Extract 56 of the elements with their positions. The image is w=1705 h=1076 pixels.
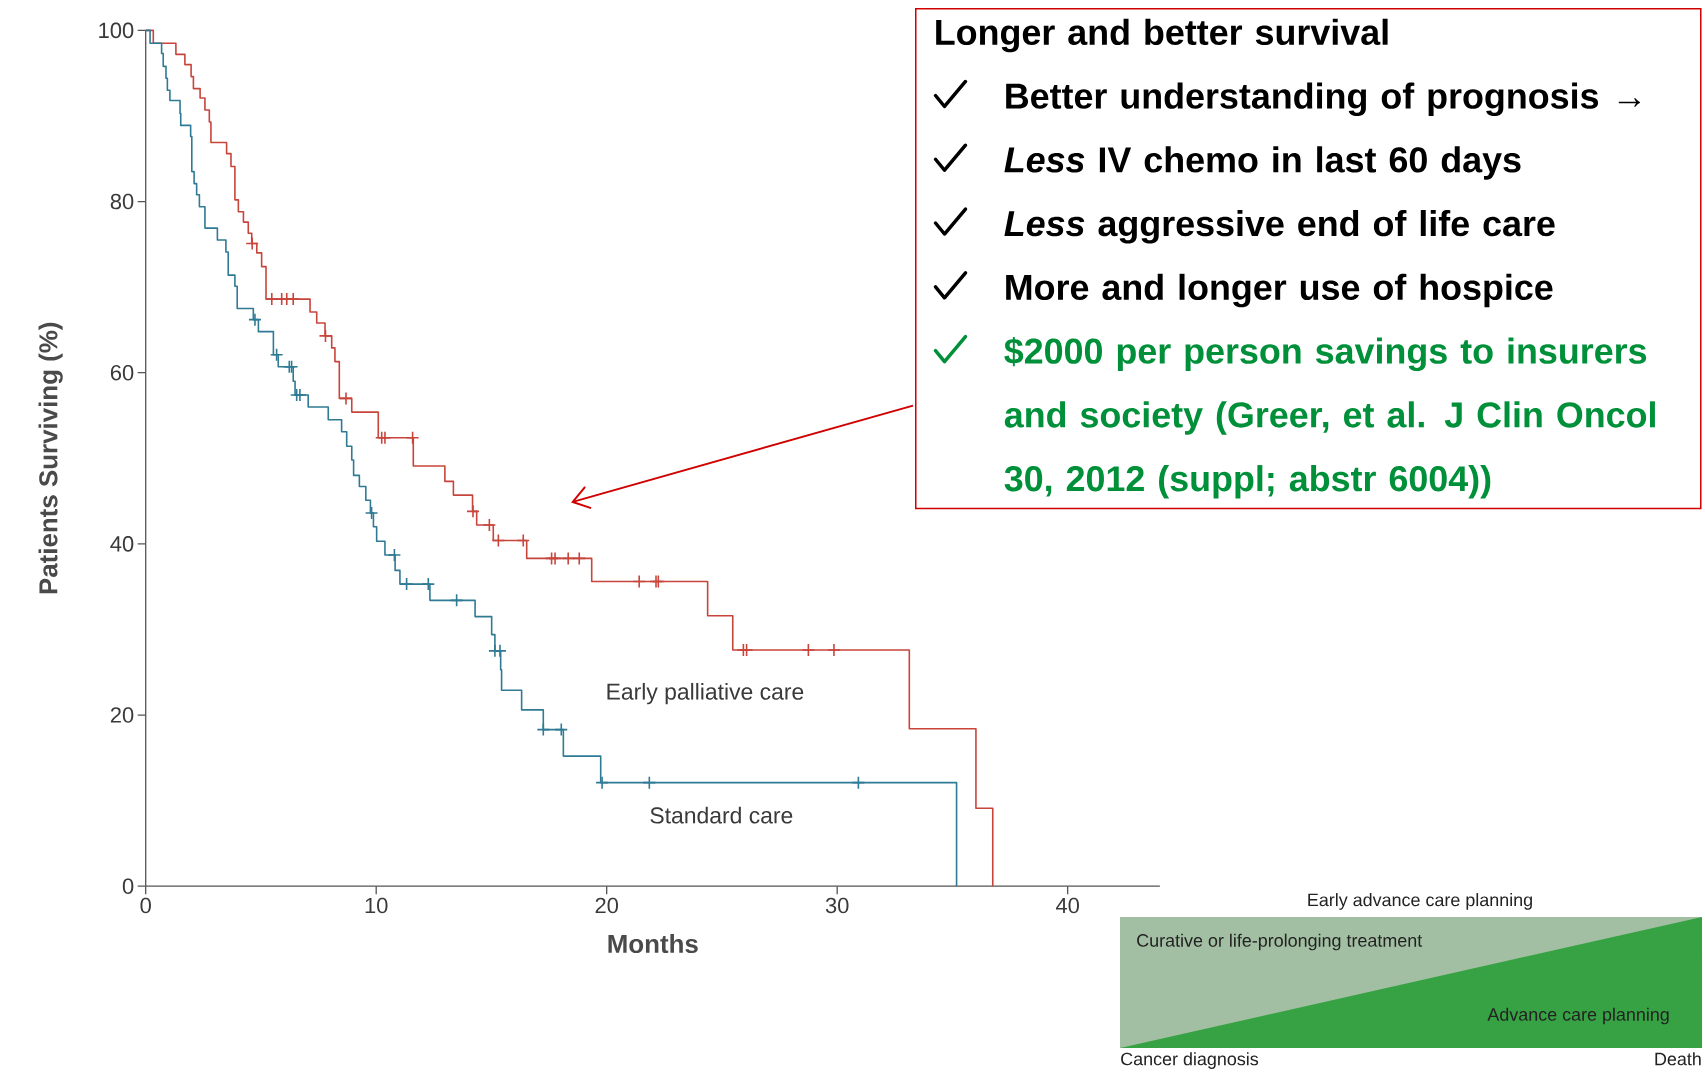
point xyxy=(405,430,420,445)
point xyxy=(482,518,497,532)
point xyxy=(642,775,657,790)
point xyxy=(269,347,284,362)
point xyxy=(632,574,646,589)
point xyxy=(245,236,259,251)
annotation: More and longer use of hospice xyxy=(1006,273,1553,308)
point xyxy=(339,391,353,406)
annotation: Better understanding of prognosis → xyxy=(1006,82,1641,117)
series-label: Early palliative care xyxy=(607,682,804,705)
series-label: Standard care xyxy=(650,806,793,824)
point xyxy=(595,775,609,790)
annotation: Less IV chemo in last 60 days xyxy=(1004,146,1521,180)
y-tick-label: 40 xyxy=(110,536,134,552)
point xyxy=(449,593,464,608)
y-tick-label: 100 xyxy=(99,22,134,39)
point xyxy=(536,722,551,737)
point xyxy=(466,504,480,519)
y-tick-label: 20 xyxy=(110,707,134,723)
y-tick-label: 60 xyxy=(110,364,134,381)
point xyxy=(491,533,506,548)
point xyxy=(572,551,587,566)
point xyxy=(378,430,392,445)
annotation: Longer and better survival xyxy=(936,18,1388,53)
x-tick-label: 0 xyxy=(140,897,151,914)
point xyxy=(399,577,414,591)
point xyxy=(364,506,379,520)
point xyxy=(554,722,569,737)
point xyxy=(264,292,279,306)
y-tick-label: 80 xyxy=(110,193,134,210)
point xyxy=(421,577,436,591)
text: Curative or life-prolonging treatment xyxy=(1137,933,1423,951)
text: Cancer diagnosis xyxy=(1121,1052,1259,1069)
point xyxy=(548,551,562,566)
x-axis-title: Months xyxy=(608,934,698,954)
point xyxy=(286,292,301,306)
point xyxy=(248,312,262,327)
text: Advance care planning xyxy=(1487,1007,1669,1025)
x-tick-label: 10 xyxy=(365,897,388,914)
point xyxy=(827,643,841,657)
annotation: $2000 per person savings to insurers and society (Greer, et al. J Clin Oncol 30, 2012 (suppl; abstr 6004)) xyxy=(1004,336,1655,499)
text: Death xyxy=(1655,1052,1701,1066)
y-tick-label: 0 xyxy=(122,878,134,894)
x-tick-label: 30 xyxy=(825,897,849,914)
annotation: Less aggressive end of life care xyxy=(1004,210,1555,244)
point xyxy=(801,643,816,657)
point xyxy=(561,551,575,566)
point xyxy=(318,329,333,343)
point xyxy=(851,775,866,790)
point xyxy=(516,533,531,548)
point xyxy=(293,388,307,402)
y-axis-title: Patients Surviving (%) xyxy=(38,322,63,594)
x-tick-label: 20 xyxy=(595,897,619,914)
x-tick-label: 40 xyxy=(1055,897,1079,914)
text: Early advance care planning xyxy=(1308,893,1532,910)
point xyxy=(387,548,402,562)
